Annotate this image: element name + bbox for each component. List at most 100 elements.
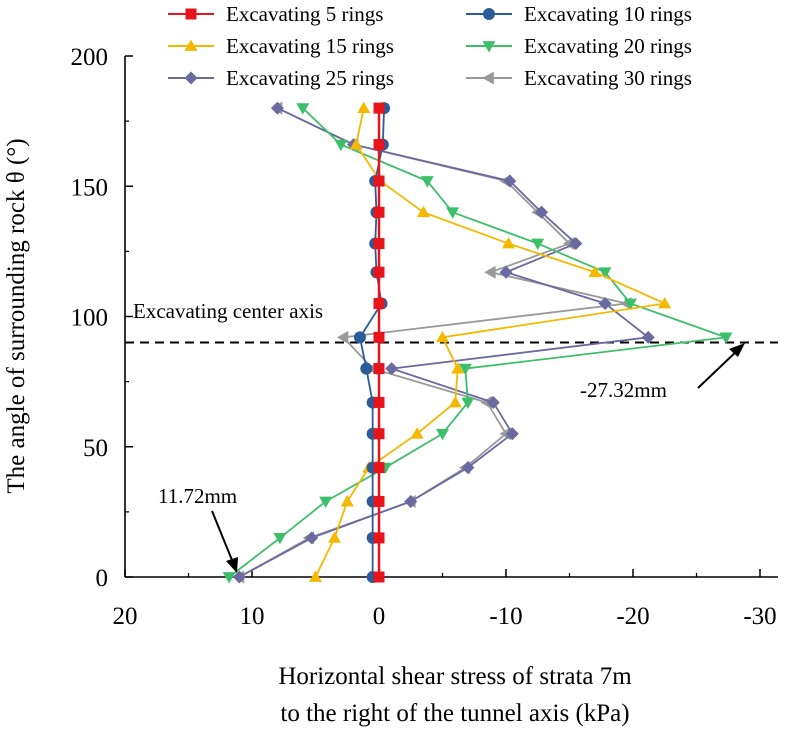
data-point [360, 362, 373, 375]
annotation-min: 11.72mm [158, 484, 238, 573]
x-axis-title-line1: Horizontal shear stress of strata 7m [278, 663, 632, 690]
legend-marker [482, 41, 496, 53]
x-tick-label: 0 [373, 603, 386, 630]
data-point [385, 362, 399, 376]
y-axis-title: The angle of surrounding rock θ (°) [3, 138, 30, 493]
data-point [505, 427, 519, 441]
data-point [461, 397, 475, 409]
data-point [588, 265, 602, 278]
data-point [270, 101, 284, 115]
x-tick-label: -20 [616, 603, 649, 630]
data-point [641, 330, 655, 344]
legend-label: Excavating 5 rings [226, 2, 383, 26]
annotation-max-label: -27.32mm [580, 378, 667, 402]
data-point [373, 238, 385, 250]
legend-label: Excavating 25 rings [226, 66, 394, 90]
data-point [531, 238, 545, 251]
legend-item: Excavating 15 rings [168, 34, 394, 58]
data-point [598, 296, 612, 310]
data-point [232, 570, 246, 584]
y-tick-label: 50 [83, 435, 108, 462]
series-3 [309, 101, 672, 582]
data-point [309, 570, 322, 582]
data-point [305, 531, 319, 545]
y-axis-ticks: 0 50 100 150 200 [71, 44, 133, 592]
data-point [461, 461, 475, 475]
data-point [373, 266, 385, 278]
data-point [373, 495, 385, 507]
data-point [373, 363, 385, 375]
series-4 [222, 103, 733, 584]
legend-label: Excavating 20 rings [524, 34, 692, 58]
x-tick-label: 10 [240, 603, 265, 630]
data-point [458, 363, 472, 376]
y-tick-label: 200 [71, 44, 109, 71]
data-point [222, 572, 236, 584]
x-axis-ticks: 20 10 0 -10 -20 -30 [113, 569, 777, 630]
data-point [436, 330, 449, 343]
annotation-min-arrow [211, 510, 235, 566]
annotation-max-arrowhead [729, 343, 745, 357]
data-point [373, 139, 385, 151]
data-point [484, 265, 496, 279]
data-point [404, 494, 418, 508]
legend-marker [184, 39, 198, 51]
legend-item: Excavating 25 rings [168, 66, 394, 90]
data-point [373, 462, 385, 474]
data-point [502, 237, 516, 249]
data-point [416, 205, 430, 218]
data-point [598, 267, 612, 279]
data-point [535, 205, 549, 219]
x-tick-label: -10 [489, 603, 522, 630]
data-point [373, 175, 385, 187]
annotation-max: -27.32mm [580, 343, 745, 402]
legend-label: Excavating 30 rings [524, 66, 692, 90]
legend-label: Excavating 10 rings [524, 2, 692, 26]
data-point [503, 174, 517, 188]
legend-item: Excavating 10 rings [466, 2, 692, 26]
data-point [451, 362, 465, 374]
center-axis-label: Excavating center axis [133, 299, 323, 323]
data-point [334, 139, 348, 152]
data-point [373, 396, 385, 408]
data-point [623, 298, 637, 310]
data-point [373, 206, 385, 218]
data-point [319, 496, 333, 508]
data-point [410, 427, 424, 439]
annotation-max-arrow [697, 347, 741, 389]
data-point [719, 332, 733, 344]
data-point [373, 297, 385, 309]
legend-marker [184, 71, 198, 85]
data-point [357, 101, 371, 113]
data-point [373, 532, 385, 544]
data-point [499, 265, 513, 279]
series-layer [222, 101, 733, 584]
legend-item: Excavating 5 rings [168, 2, 383, 26]
data-point [486, 395, 500, 409]
data-point [448, 395, 462, 408]
annotation-min-arrowhead [226, 557, 238, 573]
data-point [373, 331, 385, 343]
y-tick-label: 100 [71, 305, 109, 332]
annotation-min-label: 11.72mm [158, 484, 237, 508]
data-point [373, 428, 385, 440]
legend-item: Excavating 30 rings [466, 66, 692, 90]
legend-marker [185, 8, 197, 20]
data-point [436, 428, 449, 441]
data-point [658, 296, 672, 309]
data-point [373, 571, 385, 583]
y-tick-label: 150 [71, 174, 109, 201]
x-tick-label: -30 [743, 603, 776, 630]
data-point [273, 533, 287, 545]
data-point [353, 331, 366, 344]
data-point [340, 494, 354, 507]
legend-marker [482, 71, 494, 85]
legend-label: Excavating 15 rings [226, 34, 394, 58]
legend: Excavating 5 rings Excavating 10 rings Exc… [168, 2, 692, 90]
series-5 [232, 101, 655, 584]
data-point [328, 531, 342, 543]
legend-item: Excavating 20 rings [466, 34, 692, 58]
x-axis-title-line2: to the right of the tunnel axis (kPa) [280, 700, 629, 727]
data-point [446, 207, 460, 219]
